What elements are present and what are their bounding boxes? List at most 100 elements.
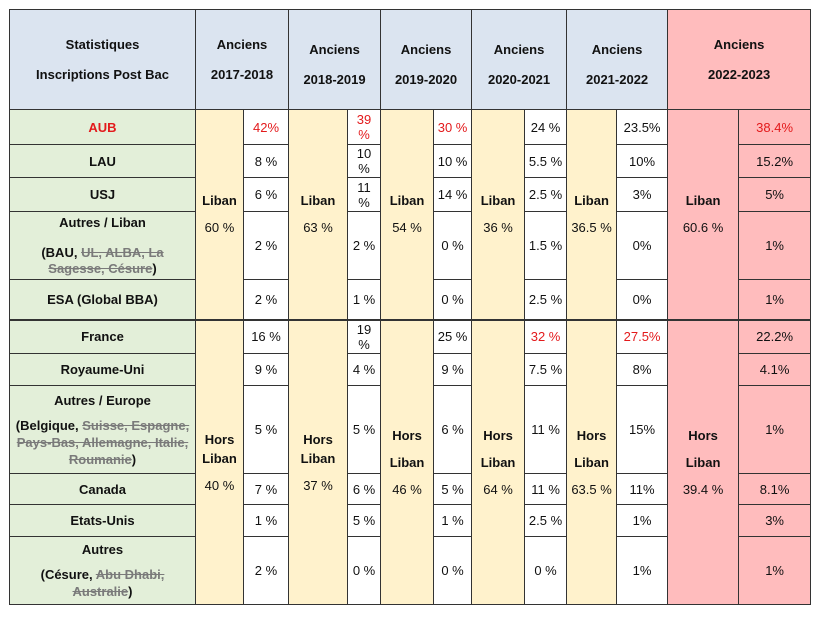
row-label-sub-suffix: ) <box>128 584 133 599</box>
year-header-year: 2019-2020 <box>394 72 458 87</box>
cell-canada-2020: 11 % <box>524 473 568 505</box>
row-label-sub-suffix: ) <box>131 451 137 467</box>
title-line-2: Inscriptions Post Bac <box>36 66 169 82</box>
group-liban-2022: Liban 60.6 % <box>667 109 740 320</box>
cell-autres-liban-2020: 1.5 % <box>524 211 568 280</box>
table-row-usj: USJ 6 % 11 % 14 % 2.5 % 3% 5% <box>9 177 812 212</box>
cell-aub-2018: 39 % <box>347 109 382 145</box>
cell-canada-2017: 7 % <box>242 473 290 505</box>
cell-autres-2017: 2 % <box>242 536 290 605</box>
cell-lau-2018: 10 % <box>347 144 382 178</box>
cell-aub-2022: 38.4% <box>738 109 812 145</box>
group-hors-2022: Hors Liban 39.4 % <box>667 318 740 605</box>
cell-usj-2022: 5% <box>738 177 812 212</box>
group-label: Liban <box>202 193 237 209</box>
table-title: Statistiques Inscriptions Post Bac <box>9 9 196 110</box>
cell-lau-2019: 10 % <box>433 144 473 178</box>
cell-aub-2019: 30 % <box>433 109 473 145</box>
row-label-sub-struck: Abu Dhabi, Australie <box>72 567 165 599</box>
cell-esa-2020: 2.5 % <box>524 279 568 320</box>
cell-autres-2022: 1% <box>738 536 812 605</box>
group-value: 37 % <box>303 477 333 493</box>
cell-esa-2019: 0 % <box>433 279 473 320</box>
group-value: 36 % <box>483 220 513 236</box>
cell-autres-liban-2021: 0% <box>616 211 669 280</box>
cell-france-2020: 32 % <box>524 318 568 354</box>
table-row-lau: LAU 8 % 10 % 10 % 5.5 % 10% 15.2% <box>9 144 812 178</box>
cell-france-2022: 22.2% <box>738 318 812 354</box>
cell-aub-2021: 23.5% <box>616 109 669 145</box>
row-label-esa: ESA (Global BBA) <box>9 279 196 320</box>
table-row-autres-europe: Autres / Europe (Belgique, Suisse, Espag… <box>9 385 812 474</box>
row-label-sub-struck: UL, ALBA, La Sagesse, Césure <box>48 244 164 276</box>
group-value: 60 % <box>204 220 235 236</box>
group-hors-2020: Hors Liban 64 % <box>471 318 526 605</box>
title-line-1: Statistiques <box>65 36 140 52</box>
cell-etats-unis-2021: 1% <box>616 504 669 537</box>
row-label-france: France <box>9 318 196 354</box>
group-value: 39.4 % <box>682 481 724 497</box>
cell-canada-2021: 11% <box>616 473 669 505</box>
row-label-main: Autres / Europe <box>54 392 151 408</box>
group-label: Liban <box>389 454 425 470</box>
group-label: Liban <box>574 454 609 470</box>
year-header-year: 2017-2018 <box>210 66 274 82</box>
row-label-main: Autres <box>81 542 124 557</box>
cell-canada-2022: 8.1% <box>738 473 812 505</box>
row-label-main: Autres / Liban <box>59 214 146 230</box>
row-label-autres-liban: Autres / Liban (BAU, UL, ALBA, La Sagess… <box>9 211 196 280</box>
cell-usj-2017: 6 % <box>242 177 290 212</box>
cell-esa-2017: 2 % <box>242 279 290 320</box>
row-label-sub-prefix: (BAU, <box>41 244 82 260</box>
row-label-etats-unis: Etats-Unis <box>9 504 196 537</box>
group-liban-2017: Liban 60 % <box>195 109 244 320</box>
cell-lau-2021: 10% <box>616 144 669 178</box>
cell-etats-unis-2022: 3% <box>738 504 812 537</box>
cell-royaume-uni-2019: 9 % <box>433 353 473 386</box>
year-header-year: 2018-2019 <box>303 72 366 87</box>
year-header-label: Anciens <box>216 36 268 52</box>
cell-etats-unis-2019: 1 % <box>433 504 473 537</box>
row-label-royaume-uni: Royaume-Uni <box>9 353 196 386</box>
cell-esa-2022: 1% <box>738 279 812 320</box>
group-label: Liban <box>685 193 721 209</box>
cell-royaume-uni-2021: 8% <box>616 353 669 386</box>
cell-autres-europe-2018: 5 % <box>347 385 382 474</box>
table-row-france: France Hors Liban 40 % 16 % Hors Liban 3… <box>9 318 812 605</box>
group-label: Liban <box>480 454 516 470</box>
group-value: 64 % <box>483 481 513 497</box>
group-value: 40 % <box>204 477 235 493</box>
group-label: Hors <box>392 427 422 443</box>
row-label-autres-europe: Autres / Europe (Belgique, Suisse, Espag… <box>9 385 196 474</box>
year-header-year: 2021-2022 <box>585 72 649 87</box>
row-label-canada: Canada <box>9 473 196 505</box>
year-header-2017: Anciens 2017-2018 <box>194 9 290 110</box>
row-label-sub: (Césure, Abu Dhabi, Australie) <box>12 566 193 600</box>
group-label: Liban <box>685 454 721 470</box>
cell-autres-2018: 0 % <box>347 536 382 605</box>
group-hors-2019: Hors Liban 46 % <box>380 318 435 605</box>
group-label: Liban <box>202 450 237 466</box>
row-label-sub-struck: Suisse, Espagne, Pays-Bas, Allemagne, It… <box>16 417 190 467</box>
group-liban-2018: Liban 63 % <box>288 109 349 320</box>
cell-esa-2021: 0% <box>616 279 669 320</box>
group-liban-2020: Liban 36 % <box>471 109 526 320</box>
table-row-autres-liban: Autres / Liban (BAU, UL, ALBA, La Sagess… <box>9 211 812 280</box>
cell-autres-liban-2017: 2 % <box>242 211 290 280</box>
group-label: Liban <box>480 193 516 209</box>
group-label: Liban <box>300 193 336 209</box>
cell-france-2019: 25 % <box>433 318 473 354</box>
cell-royaume-uni-2018: 4 % <box>347 353 382 386</box>
cell-usj-2018: 11 % <box>347 177 382 212</box>
cell-royaume-uni-2022: 4.1% <box>738 353 812 386</box>
row-label-autres: Autres (Césure, Abu Dhabi, Australie) <box>9 536 196 605</box>
group-liban-2021: Liban 36.5 % <box>566 109 618 320</box>
cell-autres-2019: 0 % <box>433 536 473 605</box>
cell-etats-unis-2020: 2.5 % <box>524 504 568 537</box>
cell-usj-2020: 2.5 % <box>524 177 568 212</box>
year-header-year: 2022-2023 <box>708 66 771 82</box>
year-header-label: Anciens <box>309 42 360 57</box>
group-liban-2019: Liban 54 % <box>380 109 435 320</box>
cell-autres-liban-2019: 0 % <box>433 211 473 280</box>
group-label: Hors <box>204 431 235 447</box>
